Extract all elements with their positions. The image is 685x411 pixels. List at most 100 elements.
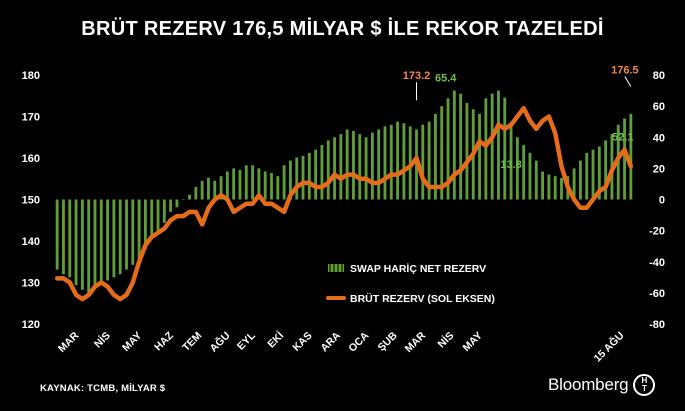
net-reserve-bar <box>118 199 122 275</box>
net-reserve-bar <box>465 103 469 200</box>
data-annotation-label: 13.8 <box>500 159 521 171</box>
net-reserve-bar <box>421 124 425 200</box>
net-reserve-bar <box>572 168 576 200</box>
x-axis-tick-label: ARA <box>318 329 343 354</box>
net-reserve-bar <box>143 199 147 250</box>
right-axis-tick-label: -60 <box>649 288 665 300</box>
net-reserve-bar <box>131 199 135 265</box>
right-axis-tick-label: -80 <box>649 319 665 331</box>
data-annotation-label: 65.4 <box>435 73 457 85</box>
x-axis-tick-label: TEM <box>180 329 204 353</box>
x-axis-tick-label: NİS <box>435 329 457 351</box>
right-axis-tick-label: -40 <box>649 257 665 269</box>
right-axis-tick-label: 40 <box>653 132 665 144</box>
net-reserve-bar <box>389 124 393 200</box>
net-reserve-bar <box>402 123 406 200</box>
x-axis-tick-label: OCA <box>346 329 371 354</box>
net-reserve-bar <box>452 90 456 200</box>
net-reserve-bar <box>352 131 355 200</box>
net-reserve-bar <box>440 106 444 200</box>
net-reserve-bar <box>175 199 179 208</box>
net-reserve-bar <box>282 165 286 200</box>
net-reserve-bar <box>207 177 210 200</box>
net-reserve-bar <box>213 180 217 200</box>
net-reserve-bar <box>623 118 626 200</box>
net-reserve-bar <box>68 199 72 278</box>
ht-logo-icon: H T <box>633 374 656 396</box>
data-annotation-label: 173.2 <box>403 70 431 82</box>
right-axis-tick-label: 80 <box>653 70 665 82</box>
net-reserve-bar <box>169 199 173 212</box>
net-reserve-bar <box>320 145 324 200</box>
net-reserve-bar <box>162 199 166 223</box>
net-reserve-bar <box>106 199 110 281</box>
net-reserve-bar <box>377 129 381 200</box>
net-reserve-bar <box>553 176 557 200</box>
net-reserve-bar <box>629 113 633 200</box>
left-axis-tick-label: 150 <box>22 195 40 207</box>
left-axis-tick-label: 160 <box>22 153 40 165</box>
net-reserve-bar <box>238 169 242 200</box>
net-reserve-bar <box>522 145 526 200</box>
legend-bar-swatch <box>328 264 344 272</box>
net-reserve-bar <box>288 160 292 200</box>
x-axis-tick-label: EKİ <box>265 329 287 351</box>
net-reserve-bar <box>181 199 185 200</box>
right-axis-tick-label: 0 <box>659 195 665 207</box>
net-reserve-bar <box>484 98 488 200</box>
net-reserve-bar <box>74 199 78 286</box>
net-reserve-bar <box>427 121 431 200</box>
net-reserve-bar <box>459 93 463 200</box>
right-axis-tick-label: 60 <box>653 101 665 113</box>
net-reserve-bar <box>339 134 343 200</box>
net-reserve-bar <box>307 152 311 200</box>
net-reserve-bar <box>257 168 261 200</box>
x-axis-tick-label: MAR <box>56 329 82 355</box>
net-reserve-bar <box>358 134 362 200</box>
x-axis-tick-label: KAS <box>290 330 314 354</box>
brand-name: Bloomberg <box>548 375 629 394</box>
net-reserve-bar <box>55 199 59 270</box>
net-reserve-bar <box>251 165 255 200</box>
net-reserve-bar <box>528 152 532 200</box>
right-axis-tick-label: -20 <box>649 226 665 238</box>
net-reserve-bar <box>597 146 601 200</box>
brand: Bloomberg H T <box>548 374 656 396</box>
annotation-leader-line <box>624 76 632 87</box>
net-reserve-bar <box>156 199 160 231</box>
legend-line-label: BRÜT REZERV (SOL EKSEN) <box>350 292 495 305</box>
net-reserve-bar <box>194 187 198 200</box>
net-reserve-bar <box>276 176 280 200</box>
net-reserve-bar <box>578 160 582 200</box>
net-reserve-bar <box>232 168 236 200</box>
net-reserve-bar <box>591 149 595 200</box>
net-reserve-bar <box>490 93 494 200</box>
net-reserve-bar <box>225 171 229 200</box>
net-reserve-bar <box>534 160 538 200</box>
net-reserve-bar <box>478 113 481 200</box>
net-reserve-bar <box>515 137 519 200</box>
source-note: KAYNAK: TCMB, MİLYAR $ <box>40 383 166 394</box>
ht-logo-letter-t: T <box>641 384 647 393</box>
x-axis-tick-label: MAY <box>461 330 485 354</box>
left-axis-tick-label: 140 <box>22 236 40 248</box>
legend-bar-label: SWAP HARİÇ NET REZERV <box>350 262 486 275</box>
net-reserve-bar <box>263 171 267 200</box>
x-axis-tick-label: MAR <box>403 329 429 355</box>
chart-title: BRÜT REZERV 176,5 MİLYAR $ İLE REKOR TAZ… <box>81 18 604 40</box>
x-axis-tick-label: ŞUB <box>376 329 400 353</box>
net-reserve-bar <box>244 165 248 200</box>
x-axis-tick-label: 15 AĞU <box>591 329 627 365</box>
right-axis-tick-label: 20 <box>653 163 665 175</box>
x-axis-tick-label: EYL <box>235 329 258 352</box>
net-reserve-bar <box>370 132 374 200</box>
left-axis-tick-label: 120 <box>22 319 40 331</box>
net-reserve-bar <box>604 140 608 200</box>
net-reserve-bar <box>150 199 154 239</box>
net-reserve-bar <box>80 199 84 290</box>
net-reserve-bar <box>396 121 400 200</box>
x-axis-tick-label: HAZ <box>152 329 176 353</box>
net-reserve-bar <box>585 152 589 200</box>
